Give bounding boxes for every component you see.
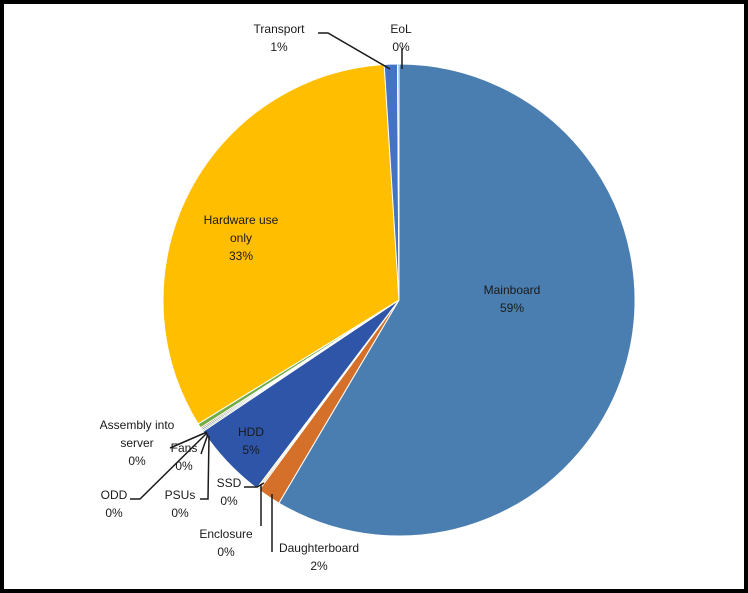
- label-assembly-into-server: Assembly into server 0%: [100, 418, 175, 468]
- label-fans: Fans 0%: [171, 441, 198, 473]
- pie-chart: Mainboard 59% Daughterboard 2% Enclosure 0% SS…: [100, 22, 636, 573]
- chart-area: Mainboard 59% Daughterboard 2% Enclosure 0% SS…: [4, 4, 744, 589]
- label-hdd: HDD 5%: [238, 425, 264, 457]
- leader-line-psus: [200, 435, 210, 500]
- label-hardware-use-only: Hardware use only 33%: [204, 213, 279, 263]
- label-daughterboard: Daughterboard 2%: [279, 541, 359, 573]
- slice-hardware-use-only: [162, 63, 400, 425]
- label-psus: PSUs 0%: [165, 488, 196, 520]
- label-enclosure: Enclosure 0%: [199, 527, 253, 559]
- leader-line-odd: [130, 432, 208, 500]
- label-odd: ODD 0%: [101, 488, 128, 520]
- label-mainboard: Mainboard 59%: [484, 283, 541, 315]
- leader-line-transport: [318, 32, 391, 70]
- leader-line-assembly: [169, 431, 208, 449]
- label-eol: EoL 0%: [390, 22, 412, 54]
- slice-eol: [397, 63, 400, 301]
- label-ssd: SSD 0%: [217, 476, 242, 508]
- label-transport: Transport 1%: [254, 22, 306, 54]
- slice-mainboard: [278, 63, 636, 537]
- leader-line-fans: [200, 433, 209, 455]
